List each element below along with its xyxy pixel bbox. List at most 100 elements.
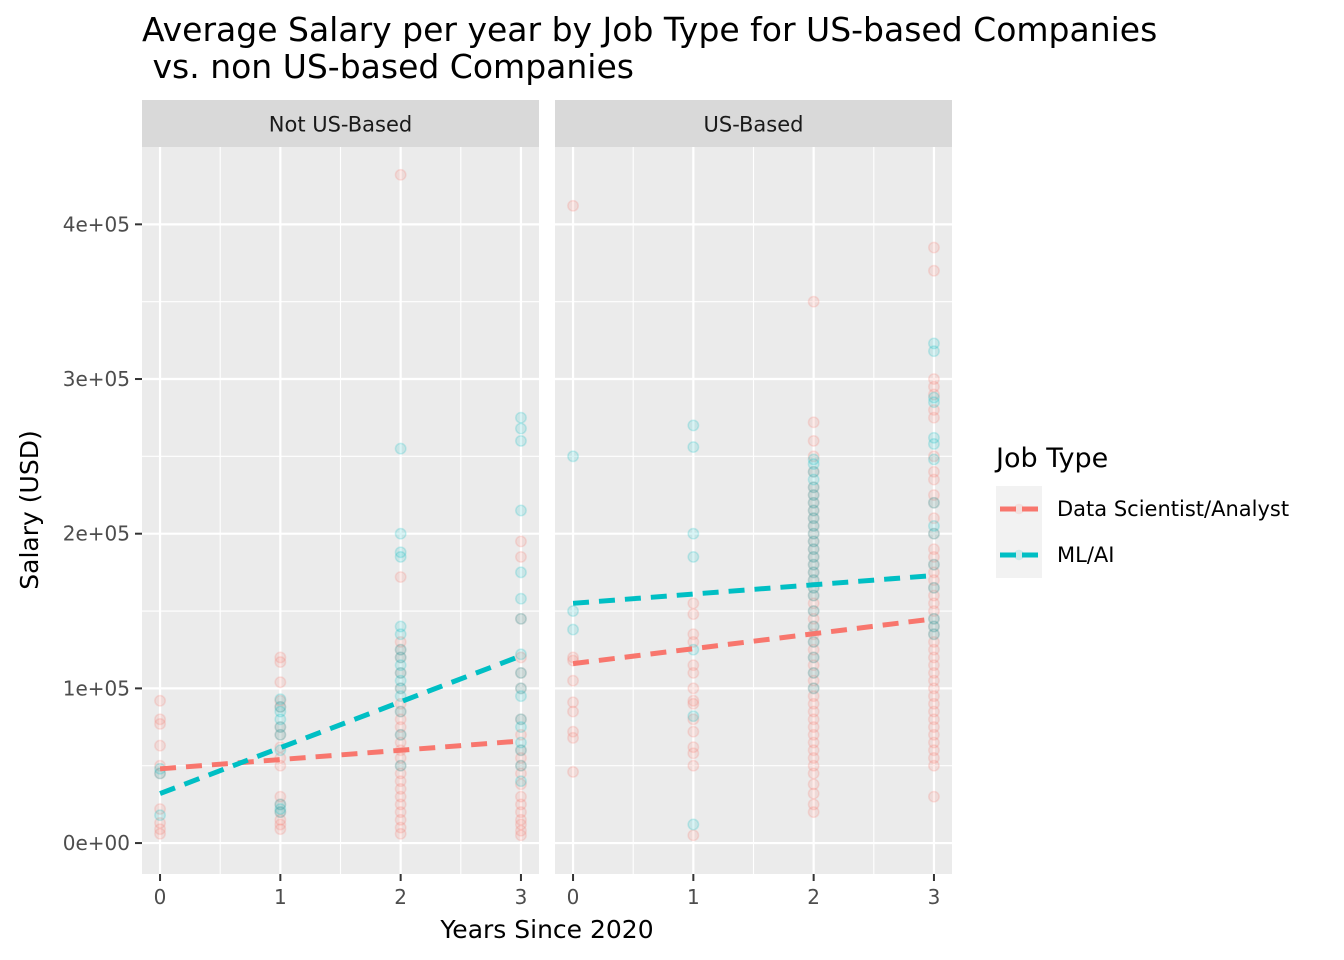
legend-label: ML/AI bbox=[1057, 543, 1114, 567]
data-point bbox=[807, 659, 820, 672]
data-point bbox=[515, 813, 527, 826]
facet-panel: US-Based 0 1 2 3 bbox=[555, 100, 952, 909]
data-point bbox=[394, 790, 407, 803]
data-point bbox=[394, 666, 407, 679]
data-point bbox=[928, 411, 940, 424]
data-point bbox=[274, 803, 287, 815]
data-point bbox=[928, 566, 940, 579]
x-tick-label: 1 bbox=[274, 885, 287, 909]
data-point bbox=[515, 612, 527, 625]
data-point bbox=[928, 659, 940, 672]
data-point bbox=[928, 612, 940, 625]
data-point bbox=[394, 767, 407, 780]
data-point bbox=[515, 612, 527, 625]
data-point bbox=[154, 817, 166, 829]
data-point bbox=[687, 829, 700, 842]
data-point bbox=[394, 713, 407, 726]
data-point bbox=[928, 736, 940, 749]
data-point bbox=[807, 620, 820, 633]
data-point bbox=[394, 550, 407, 563]
data-point bbox=[154, 694, 166, 707]
y-tick-label: 4e+05 bbox=[63, 212, 130, 236]
data-point bbox=[928, 744, 940, 757]
data-point bbox=[807, 589, 820, 602]
data-point bbox=[394, 620, 407, 633]
data-point bbox=[394, 682, 407, 695]
data-point bbox=[807, 543, 820, 556]
data-point bbox=[807, 674, 820, 687]
data-point bbox=[394, 643, 407, 656]
data-point bbox=[515, 690, 527, 703]
data-point bbox=[687, 608, 700, 621]
data-point bbox=[394, 651, 407, 664]
data-point bbox=[394, 666, 407, 679]
data-point bbox=[807, 473, 820, 486]
data-point bbox=[394, 636, 407, 648]
data-point bbox=[928, 388, 940, 401]
data-point bbox=[567, 765, 579, 778]
data-point bbox=[928, 345, 940, 358]
data-point bbox=[807, 597, 820, 610]
legend-key-point bbox=[1013, 503, 1025, 515]
data-point bbox=[515, 744, 527, 757]
trend-line bbox=[572, 572, 935, 606]
data-point bbox=[515, 829, 527, 842]
data-point bbox=[274, 806, 287, 819]
y-tick-label: 3e+05 bbox=[63, 367, 130, 391]
x-tick-label: 0 bbox=[154, 885, 167, 909]
data-point bbox=[807, 589, 820, 602]
data-point bbox=[394, 705, 407, 718]
data-point bbox=[687, 659, 700, 672]
data-point bbox=[274, 823, 287, 836]
data-point bbox=[807, 535, 820, 548]
data-point bbox=[515, 790, 527, 803]
data-point bbox=[687, 741, 700, 754]
data-point bbox=[274, 700, 287, 713]
data-point bbox=[567, 696, 579, 709]
data-point bbox=[154, 713, 166, 726]
data-point bbox=[928, 391, 940, 404]
data-point bbox=[807, 450, 820, 463]
data-point bbox=[807, 566, 820, 579]
data-point bbox=[515, 713, 527, 726]
data-point bbox=[394, 728, 407, 741]
data-point bbox=[394, 821, 407, 834]
data-point bbox=[567, 199, 579, 212]
data-point bbox=[928, 373, 940, 385]
data-point bbox=[928, 790, 940, 803]
data-point bbox=[807, 682, 820, 695]
x-tick-label: 2 bbox=[394, 885, 407, 909]
data-point bbox=[807, 752, 820, 764]
data-point bbox=[928, 380, 940, 393]
data-point bbox=[394, 643, 407, 656]
data-point bbox=[515, 651, 527, 664]
data-point bbox=[687, 747, 700, 760]
data-point bbox=[394, 705, 407, 718]
data-point bbox=[515, 806, 527, 819]
facet-panel: Not US-Based 0 1 2 3 bbox=[142, 100, 539, 909]
data-point bbox=[394, 721, 407, 734]
data-point bbox=[928, 543, 940, 556]
data-point bbox=[928, 558, 940, 571]
data-point bbox=[394, 775, 407, 788]
data-point bbox=[807, 535, 820, 548]
data-point bbox=[807, 465, 820, 478]
data-point bbox=[687, 697, 700, 710]
data-point bbox=[154, 827, 166, 840]
data-point bbox=[274, 693, 287, 706]
data-point bbox=[687, 419, 700, 432]
data-point bbox=[928, 558, 940, 571]
data-point bbox=[515, 824, 527, 837]
data-point bbox=[928, 651, 940, 664]
data-point bbox=[394, 806, 407, 819]
data-point bbox=[928, 520, 940, 532]
data-point bbox=[515, 736, 527, 749]
data-point bbox=[394, 674, 407, 687]
data-point bbox=[928, 643, 940, 656]
legend-label: Data Scientist/Analyst bbox=[1057, 497, 1289, 521]
y-tick-label: 0e+00 bbox=[63, 831, 130, 855]
data-point bbox=[515, 504, 527, 517]
data-point bbox=[928, 620, 940, 633]
y-axis: 0e+00 1e+05 2e+05 3e+05 4e+05 bbox=[63, 212, 142, 855]
data-point bbox=[515, 434, 527, 447]
